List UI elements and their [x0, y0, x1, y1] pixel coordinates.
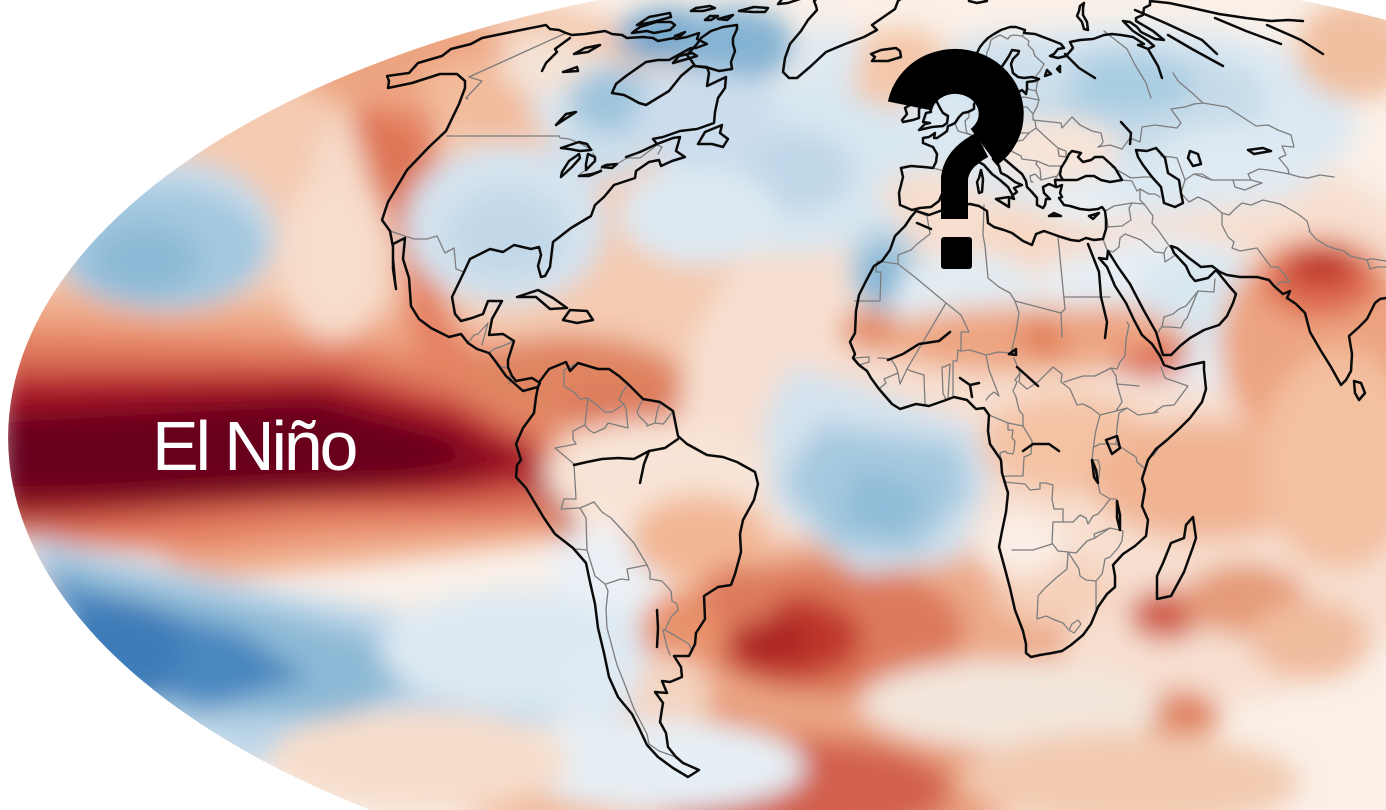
- svg-text:El Niño: El Niño: [152, 407, 356, 485]
